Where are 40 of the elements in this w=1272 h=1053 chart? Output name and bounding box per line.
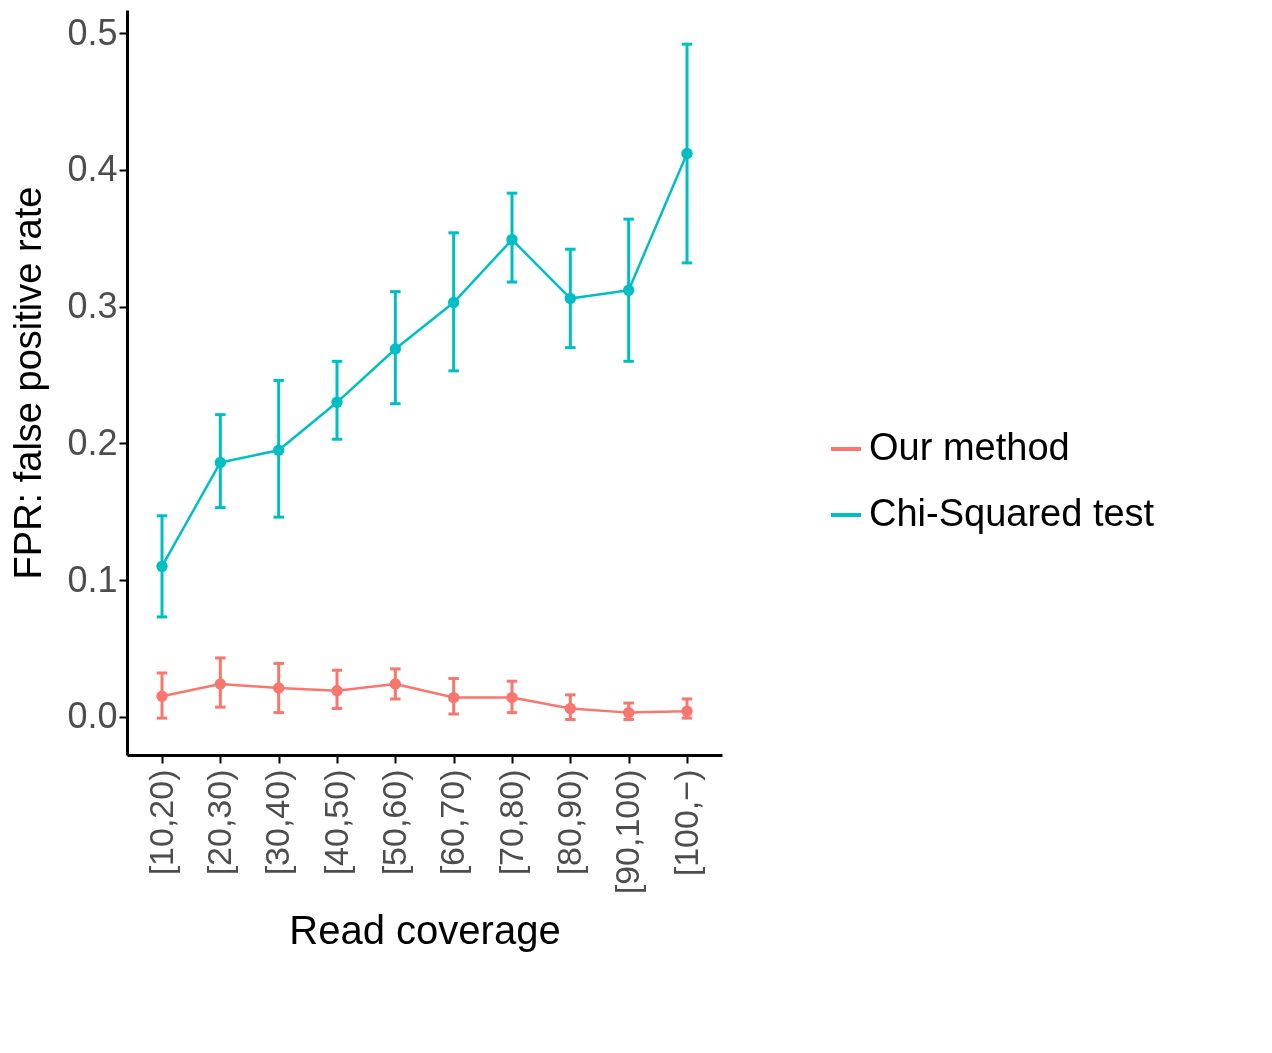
point xyxy=(331,685,343,697)
point xyxy=(389,678,402,690)
y-tick-label: 0.0 xyxy=(67,695,118,737)
point xyxy=(564,292,577,305)
x-tick-label: [90,100) xyxy=(608,769,647,895)
x-tick-label: [100,−) xyxy=(666,769,705,877)
point xyxy=(681,705,693,717)
x-tick-label: [10,20) xyxy=(141,769,180,876)
point xyxy=(331,396,343,409)
point xyxy=(214,456,227,469)
x-tick-label: [80,90) xyxy=(549,769,588,876)
y-axis-title: FPR: false positive rate xyxy=(7,186,50,580)
point xyxy=(272,444,285,456)
x-tick-label: [40,50) xyxy=(316,769,355,876)
x-tick-label: [20,30) xyxy=(199,769,238,876)
point xyxy=(622,284,635,296)
y-tick-label: 0.3 xyxy=(67,285,118,327)
legend-label: Our method xyxy=(869,426,1070,468)
point xyxy=(447,296,460,309)
legend-label: Chi-Squared test xyxy=(869,492,1155,534)
point xyxy=(156,560,168,573)
y-tick-label: 0.2 xyxy=(67,421,118,463)
point xyxy=(622,706,635,719)
point xyxy=(506,233,518,246)
x-tick-label: [70,80) xyxy=(491,769,530,876)
point xyxy=(681,147,693,160)
x-tick-label: [30,40) xyxy=(258,769,297,876)
point xyxy=(156,690,168,702)
point xyxy=(447,691,460,704)
x-axis-title: Read coverage xyxy=(289,908,561,953)
x-tick-label: [50,60) xyxy=(374,769,413,876)
point xyxy=(214,678,227,690)
y-tick-label: 0.5 xyxy=(67,11,118,53)
x-tick-label: [60,70) xyxy=(433,769,472,876)
point xyxy=(564,702,577,715)
y-tick-label: 0.1 xyxy=(67,558,118,600)
y-tick-label: 0.4 xyxy=(67,148,118,190)
point xyxy=(506,691,518,704)
point xyxy=(389,343,402,355)
point xyxy=(272,682,285,694)
